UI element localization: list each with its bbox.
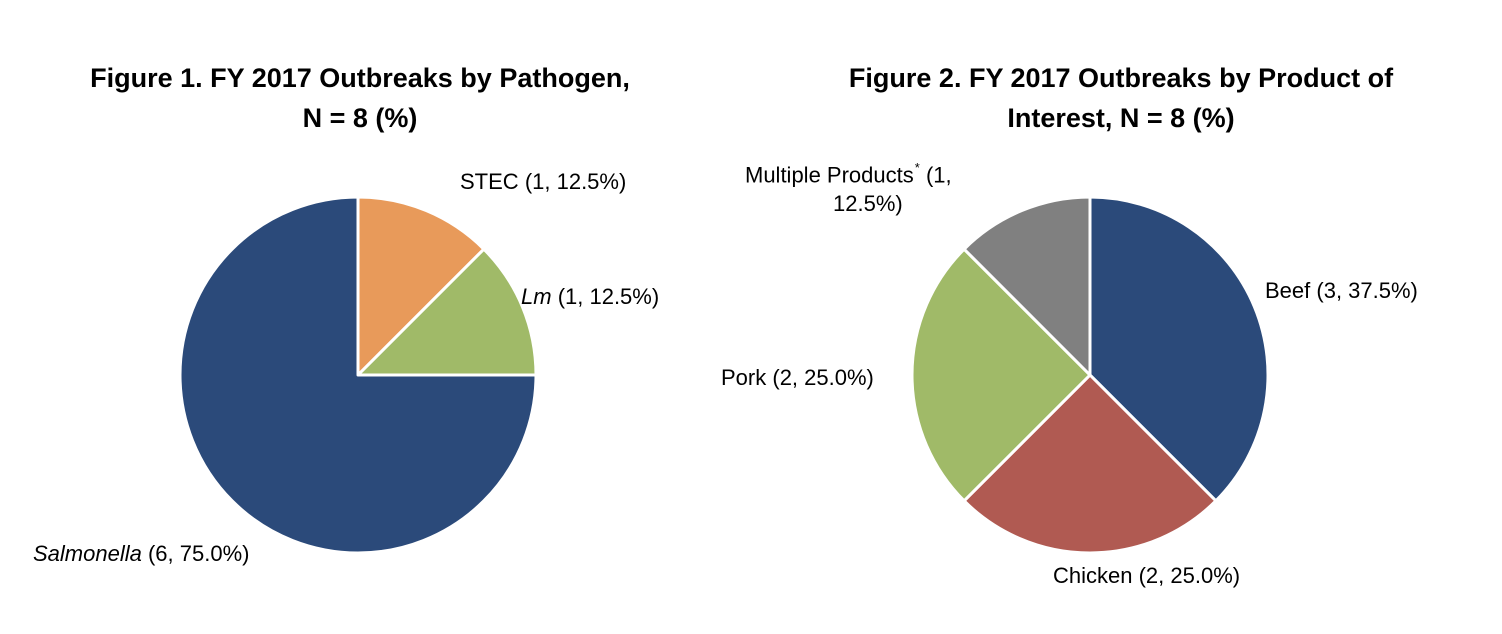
figure-2: Figure 2. FY 2017 Outbreaks by Product o… <box>721 0 1502 634</box>
pie-slice-beef <box>1088 195 1270 503</box>
slice-label-detail: (1, <box>925 162 952 188</box>
slice-label-name: Lm <box>521 284 552 309</box>
slice-label-name: Multiple Products <box>745 162 914 188</box>
slice-label-pork: Pork (2, 25.0%) <box>721 364 874 392</box>
pie-chart-product <box>910 195 1270 555</box>
chart-title-line-2: N = 8 (%) <box>302 103 418 133</box>
slice-label-salmonella: Salmonella (6, 75.0%) <box>33 540 249 568</box>
pie-slice-stec <box>356 195 486 377</box>
slice-label-name: STEC <box>460 169 519 194</box>
chart-title-line-2: Interest, N = 8 (%) <box>1007 103 1235 133</box>
pie-chart-pathogen <box>178 195 538 555</box>
figure-1: Figure 1. FY 2017 Outbreaks by Pathogen,… <box>33 58 680 568</box>
slice-label-detail: (1, 12.5%) <box>524 169 627 194</box>
slice-label-name: Pork <box>721 365 767 390</box>
slice-label-detail: (1, 12.5%) <box>557 284 660 309</box>
slice-label-beef: Beef (3, 37.5%) <box>1265 277 1418 305</box>
slice-label-detail: (3, 37.5%) <box>1316 278 1418 303</box>
slice-label-detail: (6, 75.0%) <box>147 541 250 566</box>
slice-label-multiple-products: Multiple Products* (1, <box>745 156 952 189</box>
chart-title: Figure 1. FY 2017 Outbreaks by Pathogen,… <box>40 58 680 138</box>
pie-slice-chicken <box>962 373 1218 555</box>
slice-label-multiple-products-line-2: 12.5%) <box>833 190 903 218</box>
chart-title-line-1: Figure 1. FY 2017 Outbreaks by Pathogen, <box>90 63 630 93</box>
slice-label-chicken: Chicken (2, 25.0%) <box>1053 562 1240 590</box>
footnote-marker: * <box>914 160 920 175</box>
chart-title-line-1: Figure 2. FY 2017 Outbreaks by Product o… <box>848 63 1394 93</box>
slice-label-lm: Lm (1, 12.5%) <box>521 283 659 311</box>
slice-label-detail-cont: 12.5%) <box>833 191 903 216</box>
pie-slice-lm <box>356 247 538 377</box>
pie-slice-multiple-products <box>962 195 1092 377</box>
slice-label-detail: (2, 25.0%) <box>772 365 874 390</box>
slice-label-name: Chicken <box>1053 563 1133 588</box>
pie-slice-salmonella <box>178 195 538 555</box>
pie-slice-pork <box>910 247 1092 503</box>
slice-label-detail: (2, 25.0%) <box>1138 563 1241 588</box>
slice-label-stec: STEC (1, 12.5%) <box>460 168 626 196</box>
slice-label-name: Beef <box>1265 278 1311 303</box>
slice-label-name: Salmonella <box>33 541 142 566</box>
chart-title: Figure 2. FY 2017 Outbreaks by Product o… <box>781 58 1461 138</box>
